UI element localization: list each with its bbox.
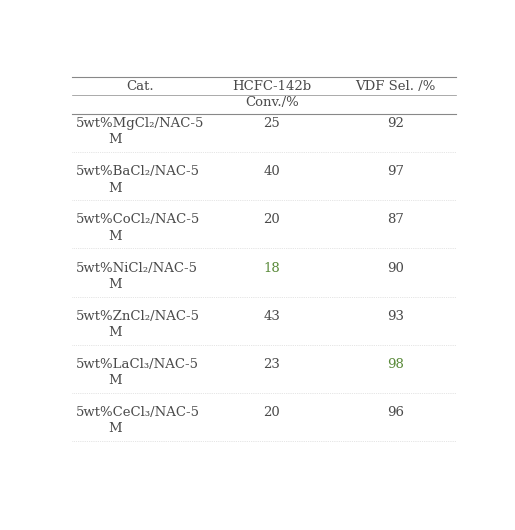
Text: 5wt%BaCl₂/NAC-5: 5wt%BaCl₂/NAC-5	[76, 165, 200, 178]
Text: M: M	[108, 374, 122, 387]
Text: 5wt%CoCl₂/NAC-5: 5wt%CoCl₂/NAC-5	[76, 214, 201, 226]
Text: Conv./%: Conv./%	[245, 96, 299, 109]
Text: 87: 87	[387, 214, 404, 226]
Text: 98: 98	[387, 358, 404, 371]
Text: 5wt%ZnCl₂/NAC-5: 5wt%ZnCl₂/NAC-5	[76, 310, 200, 323]
Text: M: M	[108, 229, 122, 243]
Text: 5wt%LaCl₃/NAC-5: 5wt%LaCl₃/NAC-5	[76, 358, 199, 371]
Text: 5wt%MgCl₂/NAC-5: 5wt%MgCl₂/NAC-5	[76, 117, 205, 130]
Text: 97: 97	[387, 165, 404, 178]
Text: 5wt%CeCl₃/NAC-5: 5wt%CeCl₃/NAC-5	[76, 406, 200, 419]
Text: 25: 25	[264, 117, 280, 130]
Text: VDF Sel. /%: VDF Sel. /%	[355, 80, 436, 93]
Text: M: M	[108, 326, 122, 339]
Text: 23: 23	[264, 358, 280, 371]
Text: 18: 18	[264, 262, 280, 275]
Text: 43: 43	[264, 310, 280, 323]
Text: 5wt%NiCl₂/NAC-5: 5wt%NiCl₂/NAC-5	[76, 262, 198, 275]
Text: 90: 90	[387, 262, 404, 275]
Text: M: M	[108, 422, 122, 435]
Text: M: M	[108, 278, 122, 291]
Text: Cat.: Cat.	[126, 80, 154, 93]
Text: 20: 20	[264, 214, 280, 226]
Text: 20: 20	[264, 406, 280, 419]
Text: M: M	[108, 134, 122, 146]
Text: 96: 96	[387, 406, 404, 419]
Text: 40: 40	[264, 165, 280, 178]
Text: 92: 92	[387, 117, 404, 130]
Text: HCFC-142b: HCFC-142b	[232, 80, 312, 93]
Text: M: M	[108, 182, 122, 195]
Text: 93: 93	[387, 310, 404, 323]
